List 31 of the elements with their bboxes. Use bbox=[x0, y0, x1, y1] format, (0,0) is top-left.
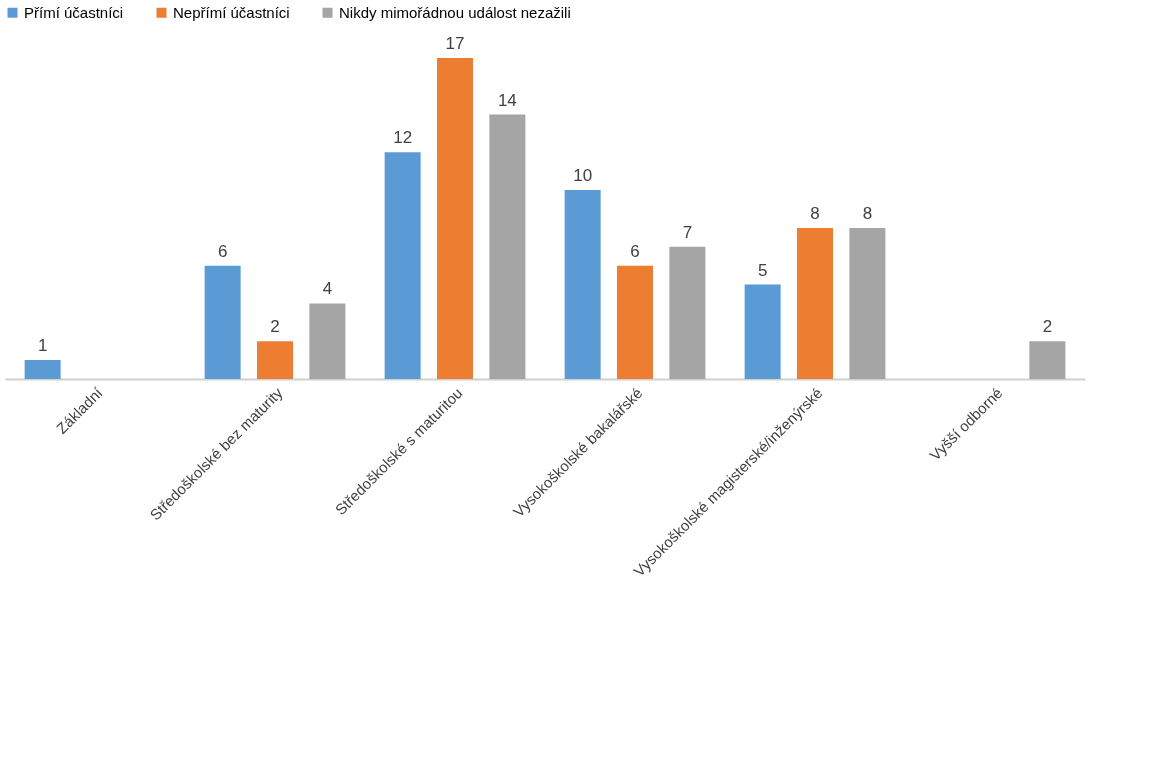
data-label: 14 bbox=[497, 90, 517, 110]
data-label: 17 bbox=[445, 33, 465, 53]
data-label: 1 bbox=[37, 336, 48, 356]
data-label: 12 bbox=[393, 128, 413, 148]
bar bbox=[204, 265, 241, 379]
legend-label: Přímí účastníci bbox=[24, 3, 124, 21]
data-label: 8 bbox=[810, 203, 820, 223]
data-label: 6 bbox=[630, 241, 640, 261]
data-label: 6 bbox=[217, 241, 228, 261]
bar bbox=[744, 284, 781, 379]
data-label: 2 bbox=[270, 317, 280, 337]
data-label: 10 bbox=[573, 166, 593, 186]
bar bbox=[797, 227, 833, 379]
legend-label: Nikdy mimořádnou událost nezažili bbox=[339, 3, 571, 21]
data-label: 2 bbox=[1042, 317, 1053, 337]
bar bbox=[437, 57, 473, 379]
bar bbox=[564, 190, 601, 379]
bar bbox=[309, 303, 346, 379]
bar bbox=[1029, 341, 1066, 379]
bar bbox=[849, 227, 886, 379]
data-label: 7 bbox=[682, 222, 693, 242]
bar bbox=[669, 246, 706, 379]
bar bbox=[24, 360, 61, 379]
legend-label: Nepřímí účastníci bbox=[173, 3, 290, 21]
bar bbox=[384, 152, 421, 379]
bar bbox=[257, 341, 293, 379]
bar bbox=[489, 114, 526, 379]
data-label: 5 bbox=[757, 260, 768, 280]
data-label: 4 bbox=[322, 279, 333, 299]
data-label: 8 bbox=[862, 203, 873, 223]
bar bbox=[617, 265, 653, 379]
